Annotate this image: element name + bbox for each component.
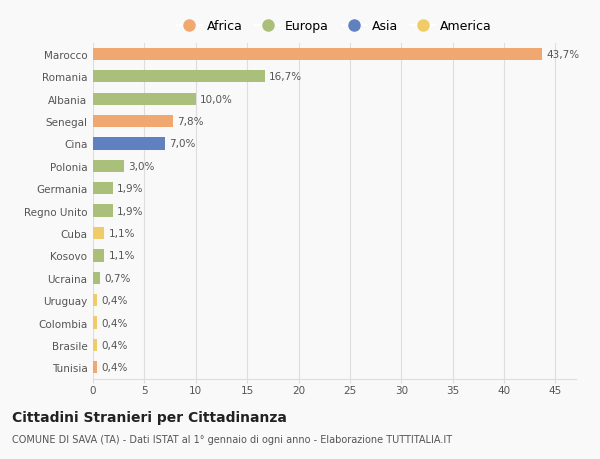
Bar: [93, 116, 173, 128]
Text: 1,9%: 1,9%: [116, 206, 143, 216]
Text: 43,7%: 43,7%: [546, 50, 580, 60]
Text: 3,0%: 3,0%: [128, 162, 154, 172]
Text: 16,7%: 16,7%: [269, 72, 302, 82]
Bar: [93, 250, 104, 262]
Bar: [93, 160, 124, 173]
Text: 7,0%: 7,0%: [169, 139, 196, 149]
Text: 0,4%: 0,4%: [101, 340, 128, 350]
Bar: [93, 317, 97, 329]
Text: COMUNE DI SAVA (TA) - Dati ISTAT al 1° gennaio di ogni anno - Elaborazione TUTTI: COMUNE DI SAVA (TA) - Dati ISTAT al 1° g…: [12, 434, 452, 444]
Legend: Africa, Europa, Asia, America: Africa, Europa, Asia, America: [173, 17, 496, 37]
Text: 7,8%: 7,8%: [177, 117, 204, 127]
Bar: [93, 361, 97, 374]
Bar: [93, 138, 165, 150]
Text: 0,7%: 0,7%: [104, 273, 131, 283]
Bar: [93, 272, 100, 284]
Text: 1,9%: 1,9%: [116, 184, 143, 194]
Text: 1,1%: 1,1%: [109, 251, 135, 261]
Text: 0,4%: 0,4%: [101, 296, 128, 306]
Text: 0,4%: 0,4%: [101, 363, 128, 373]
Text: 10,0%: 10,0%: [200, 95, 233, 105]
Bar: [93, 205, 113, 217]
Bar: [93, 294, 97, 307]
Text: Cittadini Stranieri per Cittadinanza: Cittadini Stranieri per Cittadinanza: [12, 411, 287, 425]
Bar: [93, 339, 97, 351]
Bar: [93, 183, 113, 195]
Bar: [93, 71, 265, 83]
Bar: [93, 93, 196, 106]
Bar: [93, 49, 542, 61]
Text: 0,4%: 0,4%: [101, 318, 128, 328]
Text: 1,1%: 1,1%: [109, 229, 135, 239]
Bar: [93, 227, 104, 240]
